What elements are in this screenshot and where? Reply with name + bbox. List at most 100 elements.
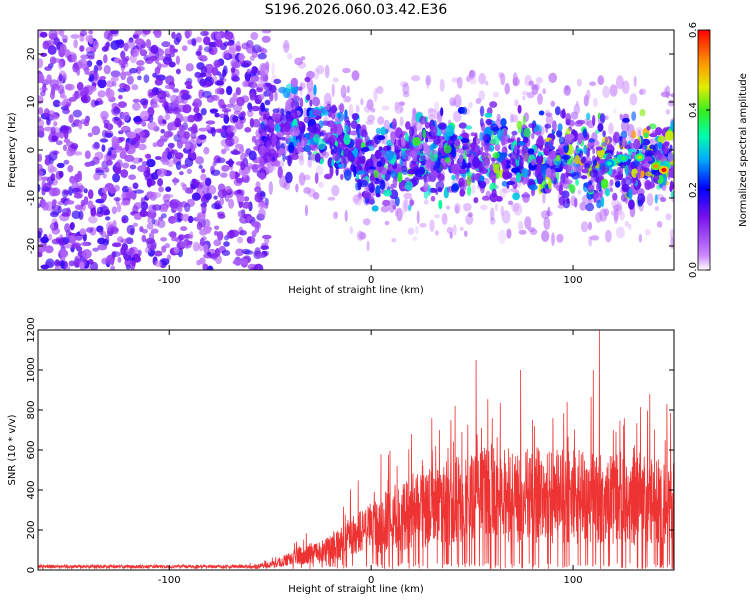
heatmap-cell <box>462 158 466 170</box>
heatmap-cell <box>106 80 114 88</box>
heatmap-cell <box>65 265 71 270</box>
heatmap-cell <box>39 31 48 38</box>
heatmap-cell <box>644 229 651 236</box>
heatmap-cell <box>243 196 250 202</box>
heatmap-cell <box>458 122 467 129</box>
heatmap-cell <box>480 146 484 153</box>
heatmap-cell <box>54 259 60 268</box>
heatmap-cell <box>392 176 398 189</box>
heatmap-cell <box>192 98 202 108</box>
heatmap-cell <box>349 130 358 136</box>
heatmap-cell <box>545 167 552 178</box>
y-tick-label: -20 <box>26 238 37 254</box>
heatmap-cell <box>79 228 87 236</box>
heatmap-cell <box>118 137 125 142</box>
heatmap-cell <box>237 210 245 218</box>
heatmap-cell <box>380 205 390 213</box>
heatmap-cell <box>240 161 246 171</box>
heatmap-cell <box>200 173 207 181</box>
heatmap-cell <box>41 202 50 211</box>
snr-series-line <box>38 330 674 570</box>
heatmap-cell <box>288 141 295 154</box>
heatmap-cell <box>290 77 298 88</box>
heatmap-cell <box>105 88 115 99</box>
heatmap-cell <box>268 84 277 94</box>
heatmap-cell <box>464 230 468 237</box>
heatmap-cell <box>394 196 400 207</box>
heatmap-cell <box>522 95 526 101</box>
heatmap-cell <box>658 141 663 150</box>
heatmap-cell <box>280 136 286 141</box>
heatmap-cell <box>76 81 84 91</box>
heatmap-cell <box>597 75 605 86</box>
heatmap-cell <box>613 208 619 222</box>
heatmap-cell <box>38 203 41 208</box>
heatmap-cell <box>187 114 196 123</box>
heatmap-cell <box>294 57 303 66</box>
heatmap-cell <box>511 167 520 174</box>
heatmap-cell <box>49 211 59 218</box>
heatmap-cell <box>344 109 348 120</box>
heatmap-cell <box>343 148 351 157</box>
heatmap-cell <box>38 174 43 182</box>
heatmap-cell <box>239 116 245 121</box>
heatmap-cell <box>430 125 438 137</box>
x-tick-label: 100 <box>564 275 583 286</box>
colorbar-ticks: 0.0 0.2 0.4 0.6 <box>688 22 710 278</box>
heatmap-cell <box>512 77 520 87</box>
heatmap-cell <box>133 213 140 220</box>
heatmap-cell <box>221 125 228 130</box>
y-tick-label: 0 <box>26 147 37 153</box>
heatmap-cell <box>314 172 319 184</box>
heatmap-cell <box>257 77 264 89</box>
heatmap-cell <box>271 62 275 76</box>
heatmap-cell <box>112 143 119 150</box>
heatmap-cell <box>483 146 492 152</box>
heatmap-cell <box>120 50 126 60</box>
heatmap-cell <box>396 207 403 222</box>
heatmap-cell <box>556 154 561 161</box>
x-tick-label: 100 <box>564 575 583 586</box>
heatmap-cell <box>272 112 277 121</box>
heatmap-cell <box>542 191 546 204</box>
heatmap-cell <box>169 150 175 159</box>
heatmap-cell <box>111 81 117 87</box>
heatmap-cell <box>72 92 81 100</box>
heatmap-cell <box>339 103 345 114</box>
heatmap-cell <box>402 82 410 95</box>
heatmap-cell <box>124 154 135 162</box>
heatmap-cell <box>205 120 216 125</box>
heatmap-cell <box>211 127 216 137</box>
heatmap-cell <box>256 86 264 93</box>
heatmap-cell <box>638 233 643 243</box>
heatmap-cell <box>467 212 473 218</box>
heatmap-cell <box>637 193 646 205</box>
heatmap-cell <box>344 209 348 222</box>
heatmap-cell <box>103 123 108 129</box>
heatmap-cell <box>613 131 620 144</box>
heatmap-cell <box>637 169 641 181</box>
heatmap-cell <box>385 150 394 161</box>
heatmap-cell <box>309 99 313 107</box>
heatmap-cell <box>664 87 668 92</box>
heatmap-cell <box>73 39 78 49</box>
heatmap-cell <box>112 173 121 183</box>
heatmap-cell <box>306 94 311 101</box>
heatmap-cell <box>600 178 609 189</box>
heatmap-cell <box>79 119 89 125</box>
heatmap-cell <box>133 116 143 123</box>
heatmap-cell <box>299 121 303 127</box>
heatmap-cell <box>639 109 646 117</box>
heatmap-cell <box>42 40 50 50</box>
heatmap-cell <box>69 175 76 184</box>
heatmap-cell <box>312 192 320 200</box>
heatmap-cell <box>169 231 177 239</box>
snr-y-axis: 0 200 400 600 800 1000 1200 <box>26 317 674 573</box>
heatmap-cell <box>196 221 203 231</box>
heatmap-cell <box>646 193 654 207</box>
heatmap-cell <box>469 69 476 79</box>
heatmap-cell <box>139 49 148 57</box>
heatmap-cell <box>651 130 656 137</box>
heatmap-cell <box>253 263 264 270</box>
heatmap-cell <box>424 137 429 143</box>
